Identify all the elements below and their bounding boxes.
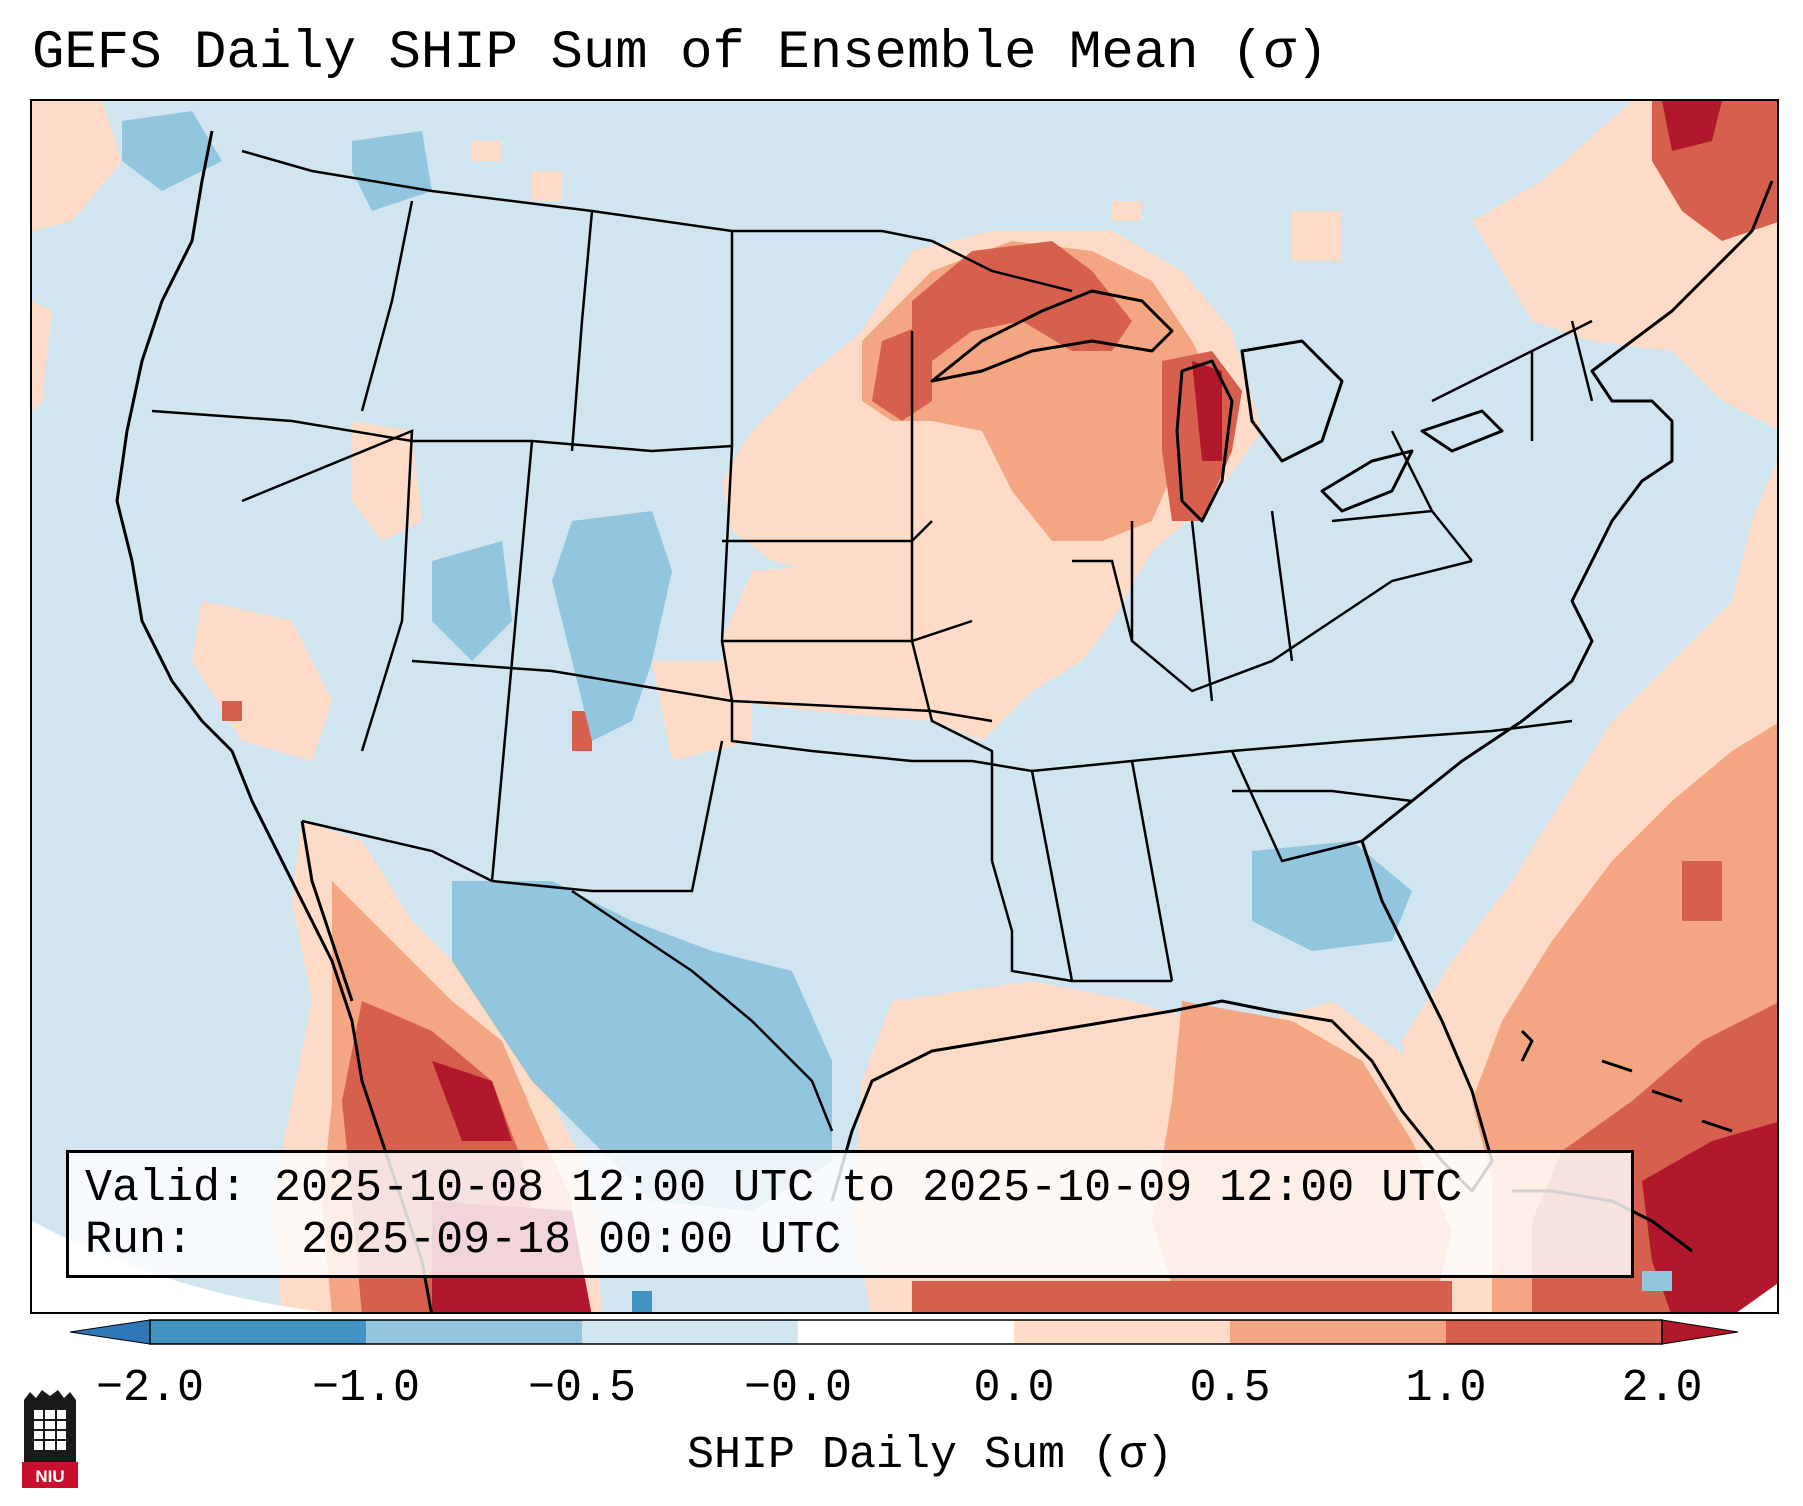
us-canada-border-lakes <box>881 229 1073 293</box>
valid-value: 2025-10-08 12:00 UTC to 2025-10-09 12:00… <box>274 1163 1463 1214</box>
anomaly-pacific-nw <box>32 101 122 231</box>
colorbar-tick-label: −1.0 <box>311 1363 421 1414</box>
colorbar-extend-high <box>1661 1319 1739 1345</box>
colorbar-label: SHIP Daily Sum (σ) <box>686 1430 1174 1481</box>
state-line-3 <box>570 210 594 452</box>
anomaly-minnesota <box>872 321 932 421</box>
map-panel <box>30 99 1779 1314</box>
anomaly-quebec-core <box>1662 101 1722 151</box>
state-line-11 <box>910 331 994 861</box>
anomaly-texas-negative <box>452 881 832 1211</box>
map-canvas <box>32 101 1777 1312</box>
anomaly-pacific-coast <box>32 301 52 411</box>
anomaly-lake-superior <box>912 241 1132 361</box>
lake-ontario <box>1420 409 1504 453</box>
logo-text: NIU <box>35 1467 64 1486</box>
anomaly-ca-spot <box>222 701 242 721</box>
colorbar-segment-5 <box>1014 1320 1230 1344</box>
state-line-2 <box>360 200 414 412</box>
anomaly-nevada <box>352 421 422 541</box>
run-value: 2025-09-18 00:00 UTC <box>301 1215 842 1266</box>
state-line-16 <box>1030 770 1172 983</box>
gulf-coastline <box>830 840 1494 1202</box>
anomaly-atlantic-spot <box>1682 861 1722 921</box>
logo-banner <box>22 1462 78 1488</box>
colorbar-segment-2 <box>366 1320 582 1344</box>
state-line-23 <box>1232 789 1413 803</box>
lake-erie <box>1320 449 1414 513</box>
baja-coast <box>300 820 354 1002</box>
info-box: Valid: 2025-10-08 12:00 UTC to 2025-10-0… <box>66 1150 1634 1278</box>
colorbar-segment-6 <box>1230 1320 1446 1344</box>
anomaly-caribbean-strip <box>912 1281 1482 1312</box>
political-boundaries <box>151 149 1594 1132</box>
state-line-21 <box>1331 430 1473 562</box>
colorbar-tick-label: 0.0 <box>973 1363 1055 1414</box>
anomaly-mexico-core-1 <box>432 1061 512 1141</box>
colorbar-tick-label: −0.0 <box>743 1363 853 1414</box>
run-line: Run: 2025-09-18 00:00 UTC <box>85 1215 1631 1267</box>
anomaly-new-mexico <box>652 661 752 761</box>
state-line-1 <box>151 409 733 453</box>
state-line-7 <box>490 440 534 882</box>
anomaly-colorado-negative <box>552 511 672 741</box>
anomaly-mexico-negative-spot <box>632 1291 652 1312</box>
map-title: GEFS Daily SHIP Sum of Ensemble Mean (σ) <box>32 23 1329 84</box>
anomaly-canada-4 <box>1292 211 1342 261</box>
colorbar-segment-3 <box>582 1320 798 1344</box>
state-line-19 <box>1072 559 1473 693</box>
anomaly-utah-negative <box>432 541 512 661</box>
colorbar-segment-1 <box>150 1320 366 1344</box>
state-line-20 <box>1130 510 1294 702</box>
anomaly-bahamas-core <box>1642 1122 1777 1312</box>
us-canada-border-west <box>241 149 882 233</box>
valid-line: Valid: 2025-10-08 12:00 UTC to 2025-10-0… <box>85 1163 1631 1215</box>
valid-label: Valid: <box>85 1163 248 1214</box>
lake-huron <box>1240 339 1344 463</box>
colorbar-tick-label: −0.5 <box>527 1363 637 1414</box>
bahamas-outline <box>1601 1059 1733 1133</box>
colorbar-tick-label: 2.0 <box>1621 1363 1703 1414</box>
colorbar-tick-label: 1.0 <box>1405 1363 1487 1414</box>
anomaly-canada-negative <box>352 131 432 211</box>
state-line-17 <box>1130 760 1174 982</box>
anomaly-cuba-negative <box>1642 1271 1672 1291</box>
colorbar-extend-low <box>70 1319 151 1345</box>
projection-corner-right <box>1737 1283 1777 1312</box>
lake-superior <box>930 289 1174 383</box>
colorbar-segment-7 <box>1446 1320 1662 1344</box>
anomaly-california <box>192 601 332 761</box>
pacific-coastline <box>115 130 433 1312</box>
us-mexico-border-west <box>301 819 493 883</box>
state-line-13 <box>730 701 972 763</box>
colorbar-tick-label: −2.0 <box>95 1363 205 1414</box>
logo-window-grid <box>34 1410 66 1450</box>
niu-logo: NIU <box>22 1390 78 1488</box>
state-line-12 <box>990 860 1073 983</box>
lake-michigan <box>1175 359 1234 523</box>
anomaly-canada-1 <box>472 141 502 161</box>
coastlines <box>115 130 1774 1312</box>
atlantic-coastline <box>1361 180 1774 843</box>
state-line-14 <box>491 740 724 893</box>
us-mexico-border <box>571 889 834 1132</box>
colorbar-outline <box>149 1319 1663 1345</box>
anomaly-canada-2 <box>532 171 562 201</box>
colorbar-tick-label: 0.5 <box>1189 1363 1271 1414</box>
state-line-5 <box>241 429 414 752</box>
anomaly-bc-negative <box>122 111 222 191</box>
projection-corner-left <box>32 1221 324 1312</box>
colorbar <box>70 1319 1739 1345</box>
caribbean-island <box>1520 1029 1534 1062</box>
state-line-18 <box>1230 750 1363 863</box>
run-label: Run: <box>85 1215 194 1266</box>
colorbar-segment-4 <box>798 1320 1014 1344</box>
anomaly-lake-michigan-core <box>1192 361 1222 461</box>
state-line-22 <box>1530 320 1594 441</box>
anomaly-canada-3 <box>1112 201 1142 221</box>
